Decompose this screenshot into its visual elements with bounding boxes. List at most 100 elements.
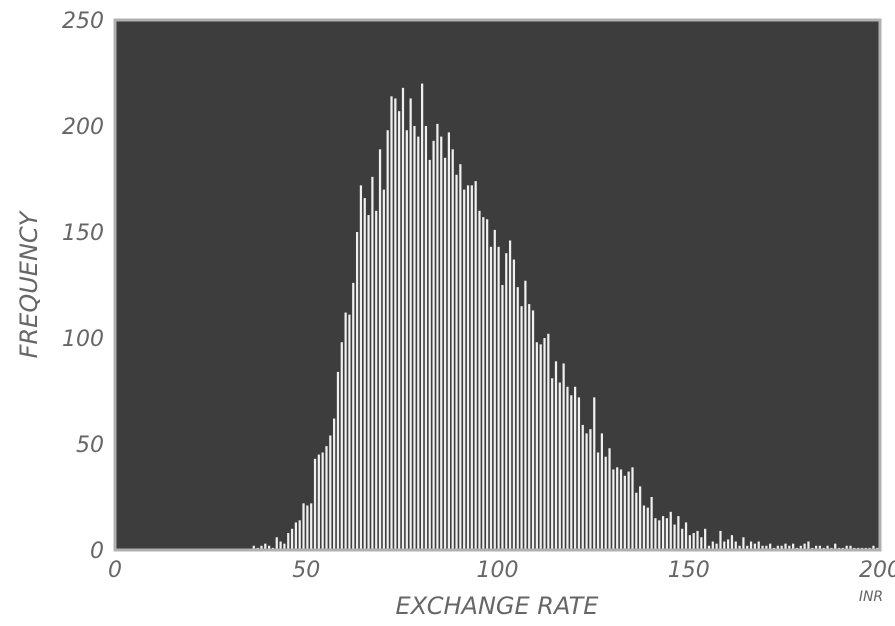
histogram-bar [688,535,691,550]
histogram-bar [639,486,642,550]
x-tick-label: 0 [108,558,122,583]
histogram-bar [654,518,657,550]
x-tick-label: 50 [292,558,320,583]
histogram-bar [455,174,458,550]
histogram-bar [298,520,301,550]
histogram-bar [302,503,305,550]
histogram-bar [466,185,470,551]
histogram-bar [290,528,294,550]
histogram-bar [321,452,324,550]
histogram-bar [746,545,749,550]
histogram-bar [486,219,489,550]
histogram-bar [700,537,703,550]
histogram-bar [547,333,550,550]
histogram-bar [443,157,447,551]
histogram-bar [577,397,581,550]
histogram-bar [497,246,500,550]
histogram-bar [268,545,271,550]
histogram-bar [619,469,623,550]
histogram-bar [673,524,676,550]
histogram-bar [608,448,611,550]
histogram-bar [723,541,726,550]
histogram-bar [520,306,523,550]
histogram-bar [589,429,592,550]
x-axis-unit-label: INR [859,589,883,605]
histogram-bar [574,386,577,550]
histogram-bar [585,433,588,550]
histogram-bar [451,149,454,550]
histogram-bar [260,545,263,550]
histogram-bar [482,217,485,550]
histogram-bar [333,418,336,550]
histogram-bar [757,541,760,550]
histogram-bar [252,545,255,550]
histogram-bar [367,215,370,551]
histogram-bar [570,395,573,550]
histogram-bar [363,198,366,550]
histogram-bar [600,433,603,550]
histogram-bar [306,505,309,550]
histogram-bar [665,518,669,550]
histogram-bar [508,240,512,551]
histogram-bar [512,259,516,550]
histogram-bar [769,543,772,550]
histogram-bar [275,537,278,550]
histogram-bar [715,543,718,550]
histogram-bar [642,505,646,550]
histogram-bar [336,371,340,550]
histogram-bar [692,533,695,550]
histogram-bar [581,424,584,550]
x-tick-label: 150 [668,558,710,583]
histogram-bar [788,545,791,550]
histogram-bar [378,149,382,550]
histogram-bar [325,446,328,550]
histogram-bar [684,522,688,550]
histogram-bar [398,111,401,550]
y-tick-label: 50 [76,433,104,458]
histogram-bar [696,530,699,550]
histogram-bar [470,185,473,551]
histogram-bar [459,164,462,550]
histogram-bar [516,287,519,550]
histogram-bar [669,511,672,550]
histogram-bar [432,140,435,550]
x-axis-ticks: 0 50 100 150 200 [108,558,895,583]
histogram-bar [612,469,615,550]
histogram-bar [845,545,848,550]
histogram-bar [734,541,737,550]
histogram-bar [727,539,730,550]
histogram-bar [371,176,374,550]
y-tick-label: 200 [62,115,104,140]
histogram-bar [352,282,355,550]
histogram-bar [799,545,802,550]
histogram-bar [317,454,320,550]
histogram-bar [428,159,431,551]
histogram-bar [401,87,405,550]
histogram-bar [283,543,286,550]
histogram-bar [704,528,707,550]
histogram-bar [826,545,829,550]
histogram-bar [765,545,768,550]
histogram-bar [677,516,680,550]
histogram-bar [784,543,787,550]
histogram-bar [792,543,795,550]
histogram-bars [252,83,879,551]
histogram-bar [539,344,542,550]
histogram-bar [313,458,317,550]
histogram-bar [501,285,504,550]
histogram-bar [489,246,493,550]
histogram-bar [635,492,638,550]
histogram-bar [279,541,282,550]
histogram-bar [409,98,412,550]
histogram-bar [287,533,290,550]
histogram-bar [535,342,538,550]
x-tick-label: 100 [477,558,519,583]
histogram-bar [505,253,508,550]
histogram-bar [707,545,711,550]
histogram-bar [631,467,634,550]
histogram-bar [807,541,810,550]
y-axis-ticks: 0 50 100 150 200 250 [62,9,104,564]
histogram-bar [749,541,753,550]
y-tick-label: 150 [62,221,104,246]
